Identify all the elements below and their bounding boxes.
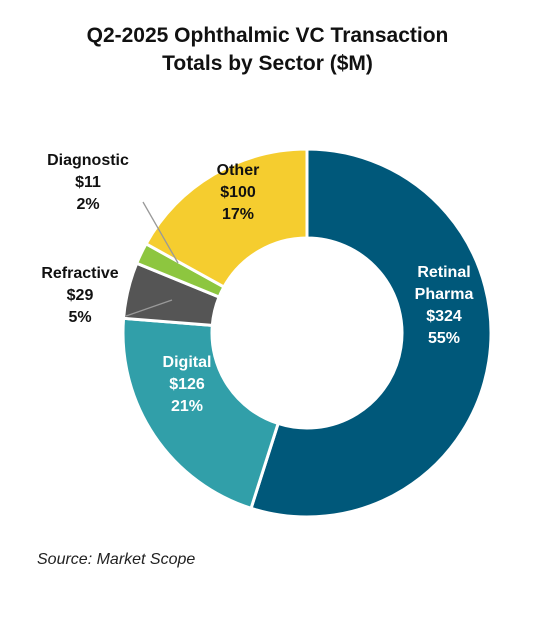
data-label-diagnostic: Diagnostic $11 2% <box>47 152 129 213</box>
data-label-digital: Digital $126 21% <box>163 354 212 415</box>
slice-retinal-pharma <box>249 147 493 519</box>
source-note: Source: Market Scope <box>37 551 196 568</box>
chart-title-line-1: Q2-2025 Ophthalmic VC Transaction <box>86 24 449 47</box>
leader-line-refractive <box>125 299 173 317</box>
chart-title-line-2: Totals by Sector ($M) <box>162 52 373 75</box>
slice-other <box>144 147 309 290</box>
chart-title: Q2-2025 Ophthalmic VC Transaction Totals… <box>0 22 535 78</box>
slice-digital <box>121 316 281 511</box>
data-label-retinal-pharma: Retinal Pharma $324 55% <box>415 264 474 347</box>
data-label-refractive: Refractive $29 5% <box>41 265 118 326</box>
leader-line-diagnostic <box>142 201 179 264</box>
data-label-other: Other $100 17% <box>217 162 260 223</box>
